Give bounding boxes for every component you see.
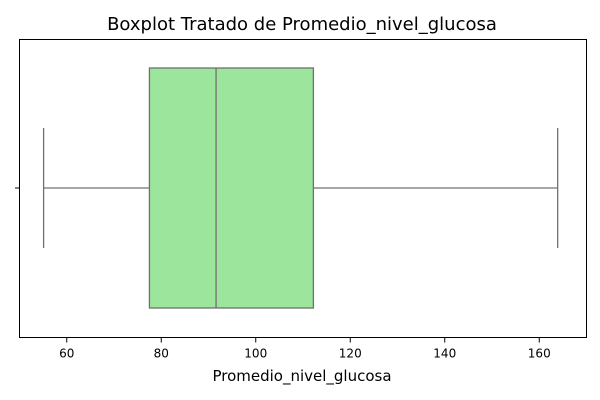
plot-area <box>15 39 587 338</box>
x-axis-ticks: 60 80 100 120 140 160 <box>59 337 551 361</box>
x-tick-label: 60 <box>59 347 74 361</box>
boxplot-marks <box>42 67 559 309</box>
x-tick-label: 140 <box>433 347 456 361</box>
x-tick-label: 120 <box>339 347 362 361</box>
box-iqr <box>148 67 315 309</box>
x-tick-label: 100 <box>244 347 267 361</box>
x-tick-label: 80 <box>154 347 169 361</box>
x-tick-label: 160 <box>528 347 551 361</box>
chart-title: Boxplot Tratado de Promedio_nivel_glucos… <box>107 14 497 35</box>
x-axis-label: Promedio_nivel_glucosa <box>212 367 391 386</box>
